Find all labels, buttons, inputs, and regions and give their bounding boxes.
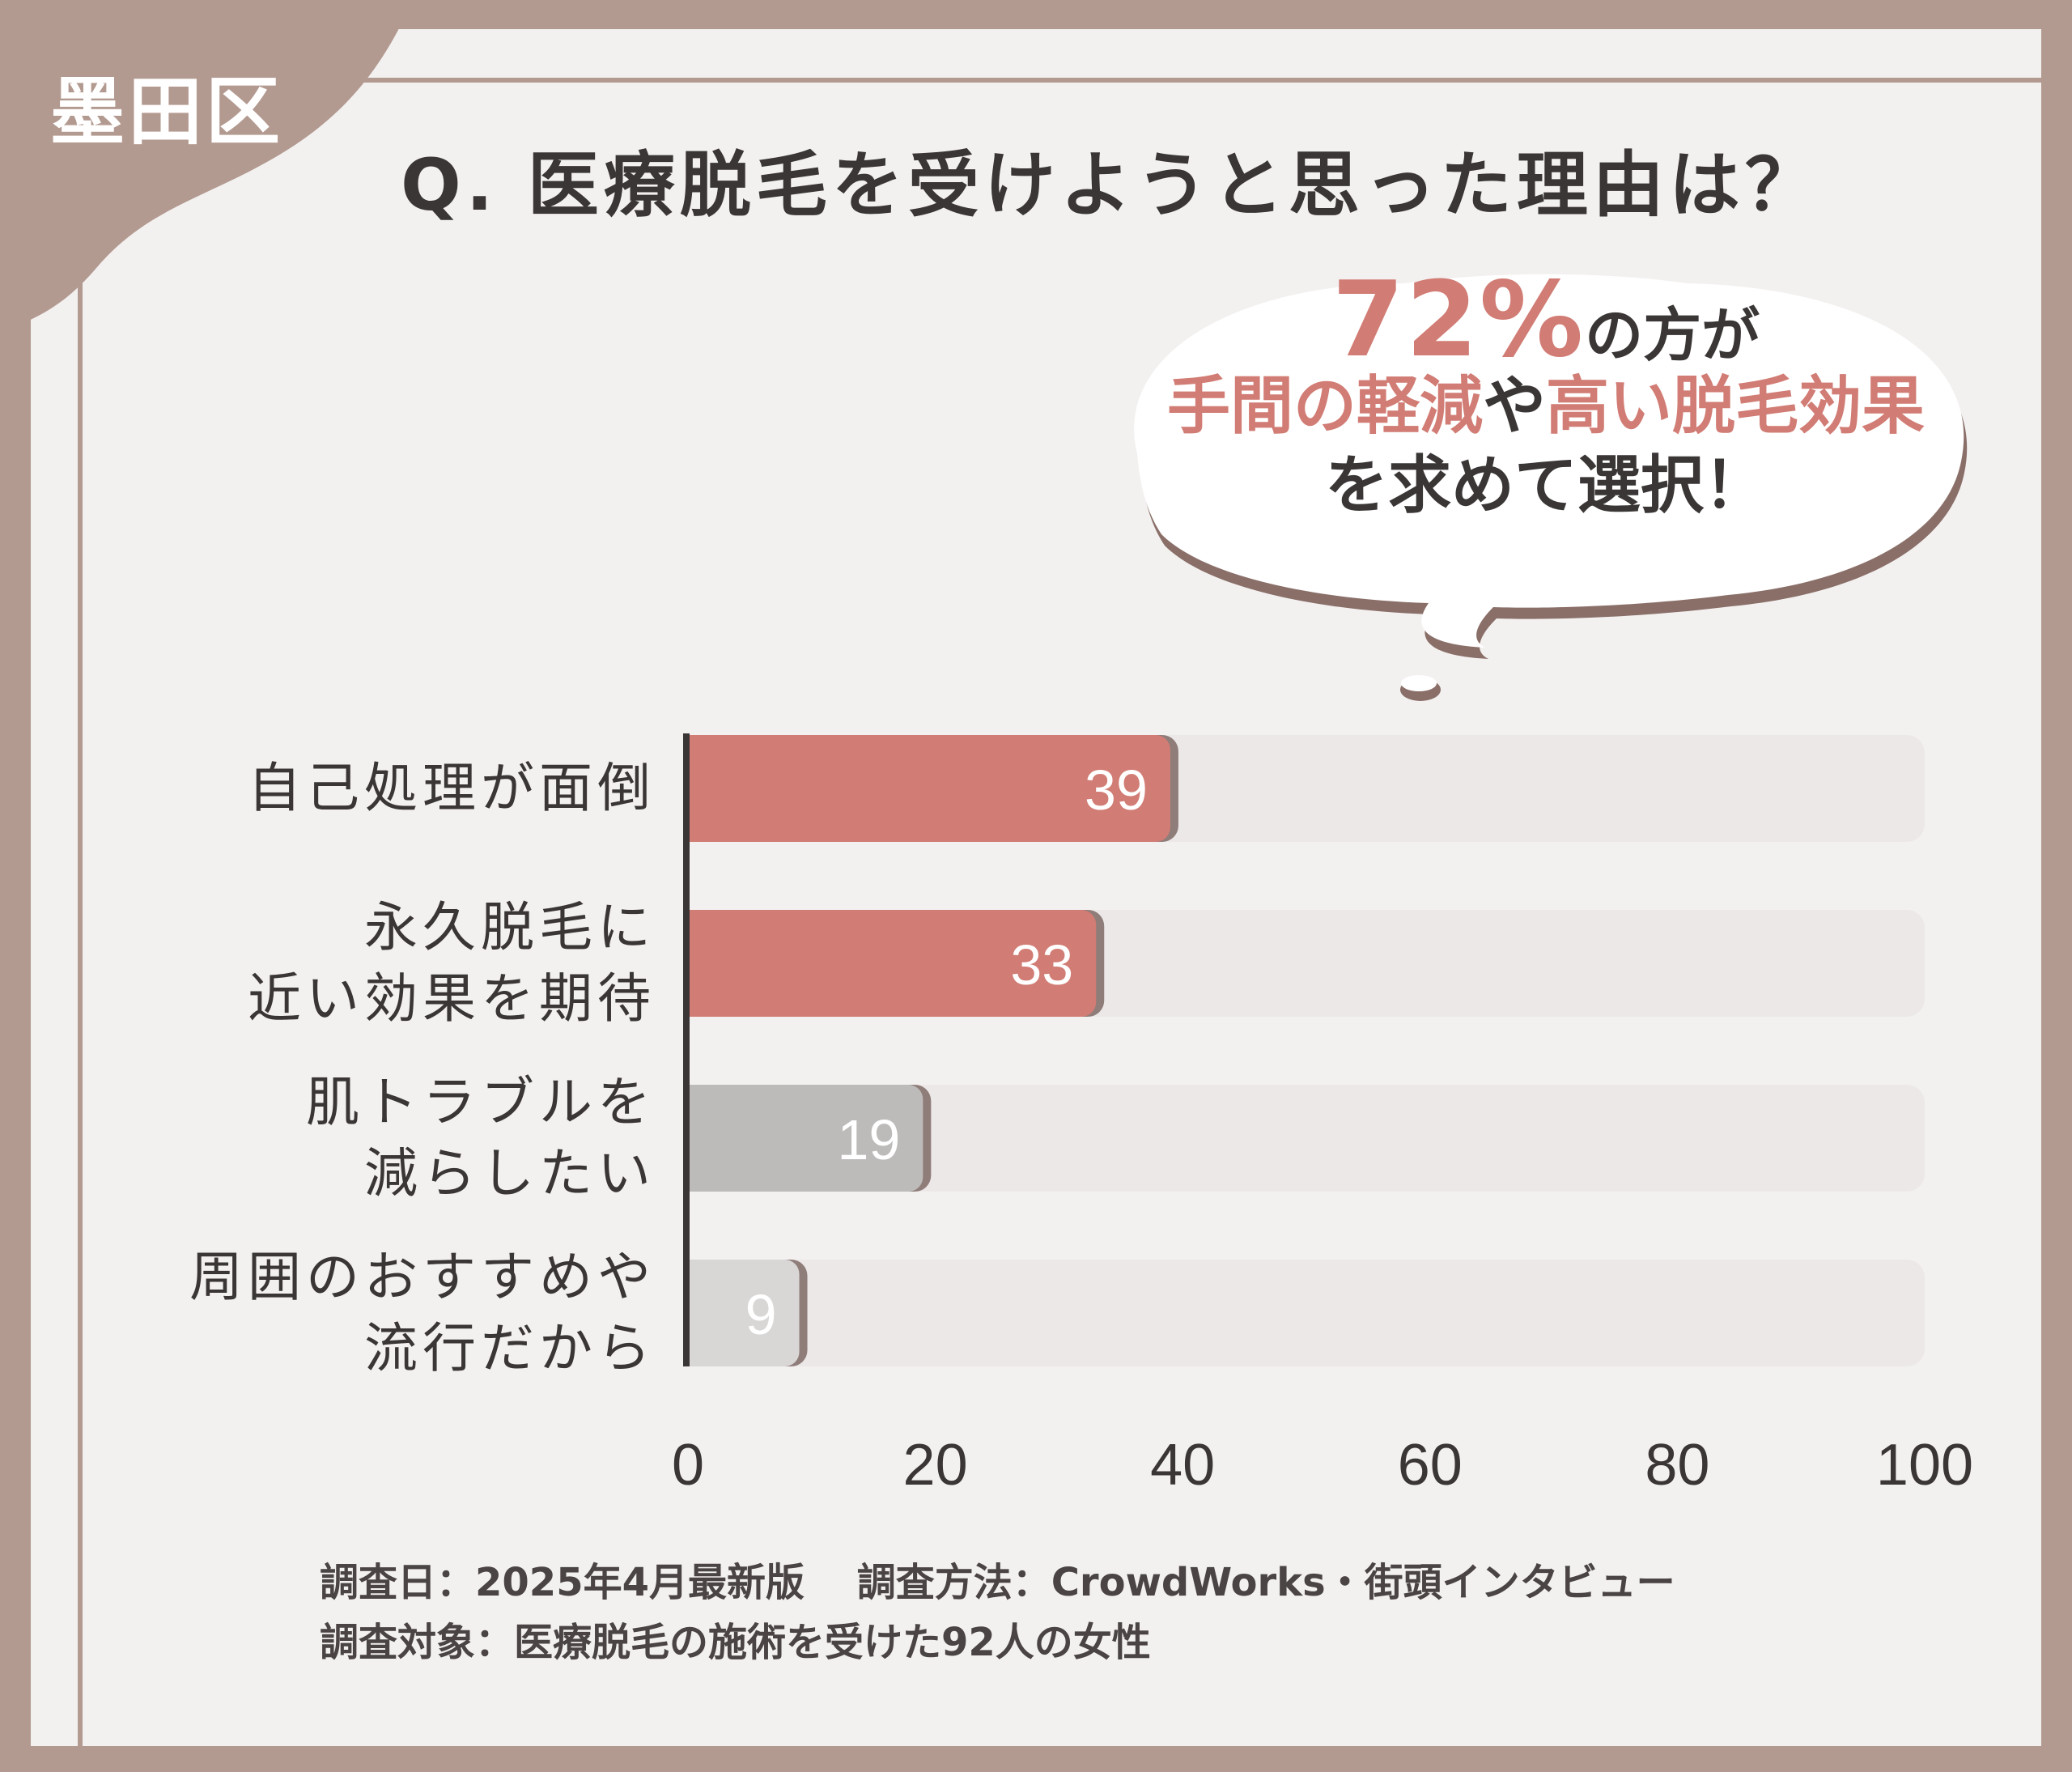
bar-value-label: 33	[1010, 933, 1073, 996]
x-tick-label: 40	[1150, 1433, 1215, 1498]
bubble-line3: を求めて選択！	[1324, 449, 1767, 522]
bar-square-end	[688, 1085, 720, 1192]
bar	[688, 910, 1097, 1017]
bubble-highlight-2: 高い脱毛効果	[1546, 370, 1926, 443]
x-tick-label: 20	[903, 1433, 968, 1498]
ward-corner-tab	[0, 0, 413, 332]
survey-footer: 調査日：2025年4月最新版 調査方法：CrowdWorks・街頭インタビュー …	[320, 1553, 1858, 1672]
bar-value-label: 39	[1085, 759, 1148, 822]
bar	[688, 1085, 923, 1192]
bubble-highlight-1: 手間の軽減	[1166, 370, 1483, 443]
speech-bubble	[1134, 274, 1968, 701]
bar-track	[688, 1260, 1925, 1366]
category-label: 自己処理が面倒	[248, 757, 656, 819]
y-axis-line	[683, 733, 690, 1366]
survey-footer-line2: 調査対象：医療脱毛の施術を受けた92人の女性	[320, 1620, 1151, 1665]
x-tick-label: 60	[1398, 1433, 1463, 1498]
bubble-percent: 72%	[1331, 260, 1586, 380]
category-label: 肌トラブルを 減らしたい	[306, 1071, 656, 1205]
bar-square-end	[688, 735, 720, 842]
category-label: 周囲のおすすめや 流行だから	[189, 1246, 656, 1379]
bar-track	[688, 1085, 1925, 1192]
x-tick-label: 100	[1876, 1433, 1973, 1498]
bubble-connector: や	[1482, 370, 1546, 443]
bar	[688, 735, 1170, 842]
survey-footer-line1: 調査日：2025年4月最新版 調査方法：CrowdWorks・街頭インタビュー	[320, 1560, 1675, 1605]
x-tick-label: 80	[1645, 1433, 1709, 1498]
bubble-line1-rest: の方が	[1585, 301, 1760, 369]
question-title: Q. 医療脱毛を受けようと思った理由は？	[401, 143, 1821, 227]
bar-value-label: 9	[745, 1283, 777, 1346]
x-tick-label: 0	[672, 1433, 704, 1498]
bubble-line2: 手間の軽減や高い脱毛効果	[1125, 366, 1967, 447]
ward-label: 墨田区	[50, 69, 284, 155]
category-label: 永久脱毛に 近い効果を期待	[248, 896, 656, 1030]
bar-square-end	[688, 910, 720, 1017]
bubble-text: 72%の方が 手間の軽減や高い脱毛効果 を求めて選択！	[1125, 269, 1967, 525]
bar-square-end	[688, 1260, 720, 1366]
bar-value-label: 19	[837, 1108, 900, 1171]
bubble-line1: 72%の方が	[1125, 269, 1967, 372]
